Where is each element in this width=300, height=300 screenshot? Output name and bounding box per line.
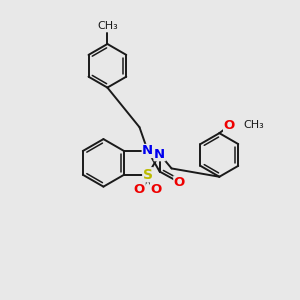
Text: N: N xyxy=(142,145,153,158)
Text: O: O xyxy=(151,183,162,196)
Text: CH₃: CH₃ xyxy=(243,120,264,130)
Text: O: O xyxy=(224,119,235,132)
Text: S: S xyxy=(143,168,153,182)
Text: CH₃: CH₃ xyxy=(97,21,118,31)
Text: O: O xyxy=(174,176,185,189)
Text: O: O xyxy=(134,183,145,196)
Text: N: N xyxy=(154,148,165,161)
